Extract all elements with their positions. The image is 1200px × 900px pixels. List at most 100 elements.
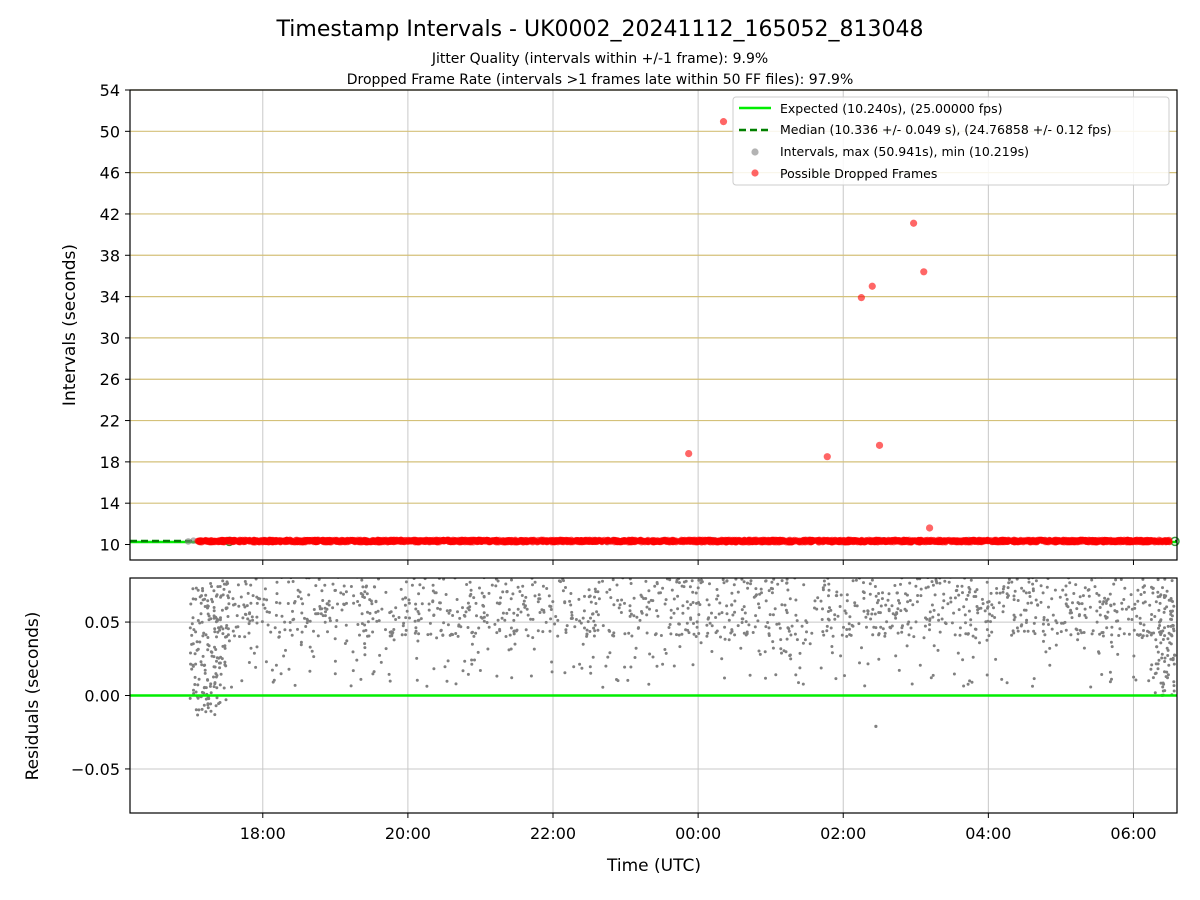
residual-point <box>523 605 527 609</box>
residual-point <box>794 613 798 617</box>
residual-point <box>368 611 372 615</box>
residual-point <box>475 614 478 618</box>
residual-point <box>1089 569 1092 572</box>
residual-point <box>500 616 504 620</box>
residual-point <box>549 608 553 611</box>
residual-point <box>401 624 405 628</box>
residual-point <box>222 575 225 578</box>
residual-point <box>913 574 916 577</box>
residual-point <box>1156 590 1160 594</box>
residual-point <box>239 595 243 599</box>
residual-point <box>482 619 486 623</box>
residual-point <box>649 598 653 602</box>
residual-point <box>1133 602 1137 606</box>
residual-point <box>773 607 777 611</box>
residual-point <box>509 626 513 630</box>
residual-point <box>270 668 274 672</box>
residual-point <box>899 582 902 586</box>
residual-point <box>461 606 464 610</box>
residual-point <box>1136 588 1140 592</box>
residual-point <box>235 614 239 618</box>
residual-point <box>589 671 593 675</box>
residual-point <box>933 593 937 597</box>
residual-point <box>366 620 370 624</box>
residual-point <box>1080 602 1084 606</box>
residual-point <box>319 612 323 616</box>
residual-point <box>593 629 597 633</box>
residual-point <box>904 564 907 567</box>
residual-point <box>265 598 269 602</box>
residual-point <box>668 578 672 582</box>
residual-point <box>843 609 847 613</box>
residual-point <box>595 610 599 614</box>
residual-point <box>1064 602 1068 606</box>
residual-point <box>394 606 398 610</box>
residual-point <box>640 610 643 613</box>
residual-point <box>594 590 598 594</box>
dropped-frame-point <box>285 538 292 545</box>
residual-point <box>971 655 975 659</box>
residual-point <box>1046 618 1049 622</box>
residual-point <box>301 602 305 606</box>
residual-point <box>266 572 269 575</box>
residual-point <box>202 691 206 695</box>
residual-point <box>344 570 347 573</box>
dropped-frame-point <box>753 537 760 545</box>
residual-point <box>454 632 458 635</box>
residual-point <box>992 606 995 610</box>
residual-point <box>848 615 852 619</box>
residual-point <box>196 588 200 592</box>
residual-point <box>990 614 994 618</box>
residuals-x-tick-label: 18:00 <box>240 824 286 843</box>
residual-point <box>700 568 703 571</box>
residual-point <box>205 564 208 567</box>
residual-point <box>1101 602 1105 606</box>
residual-point <box>448 609 452 612</box>
residual-point <box>675 580 679 584</box>
dropped-frame-point <box>445 536 453 544</box>
residual-point <box>283 620 287 624</box>
residual-point <box>1169 597 1173 600</box>
residual-point <box>223 663 227 667</box>
residual-point <box>620 598 624 602</box>
residual-point <box>767 568 770 571</box>
residual-point <box>442 621 446 625</box>
residual-point <box>561 578 565 581</box>
residual-point <box>336 575 339 578</box>
residual-point <box>314 584 318 588</box>
residual-point <box>308 669 312 673</box>
residual-point <box>406 570 409 573</box>
residual-point <box>753 567 756 570</box>
dropped-frame-point <box>1146 537 1154 545</box>
dropped-frame-point <box>211 537 219 545</box>
dropped-frame-point <box>821 536 828 544</box>
residual-point <box>310 649 314 653</box>
residual-point <box>843 674 846 678</box>
residual-point <box>203 663 207 667</box>
residual-point <box>1093 585 1097 589</box>
residual-point <box>1132 675 1136 679</box>
residual-point <box>691 601 695 604</box>
residual-point <box>897 668 901 672</box>
residual-point <box>873 612 877 616</box>
residual-point <box>1026 601 1030 605</box>
residual-point <box>990 564 993 567</box>
residual-point <box>902 572 905 575</box>
residual-point <box>885 620 889 624</box>
residual-point <box>682 580 686 584</box>
residual-point <box>241 616 245 620</box>
residual-point <box>249 563 252 566</box>
residual-point <box>545 563 548 566</box>
residual-point <box>324 610 327 614</box>
dropped-frame-point <box>627 538 635 546</box>
residual-point <box>287 580 291 584</box>
residual-point <box>195 648 199 652</box>
residual-point <box>1161 638 1165 641</box>
residual-point <box>1156 662 1160 666</box>
residual-point <box>243 605 247 609</box>
residual-point <box>725 604 729 608</box>
residual-point <box>541 565 544 568</box>
residual-point <box>206 702 210 706</box>
residual-point <box>417 632 421 636</box>
residual-point <box>215 567 218 570</box>
